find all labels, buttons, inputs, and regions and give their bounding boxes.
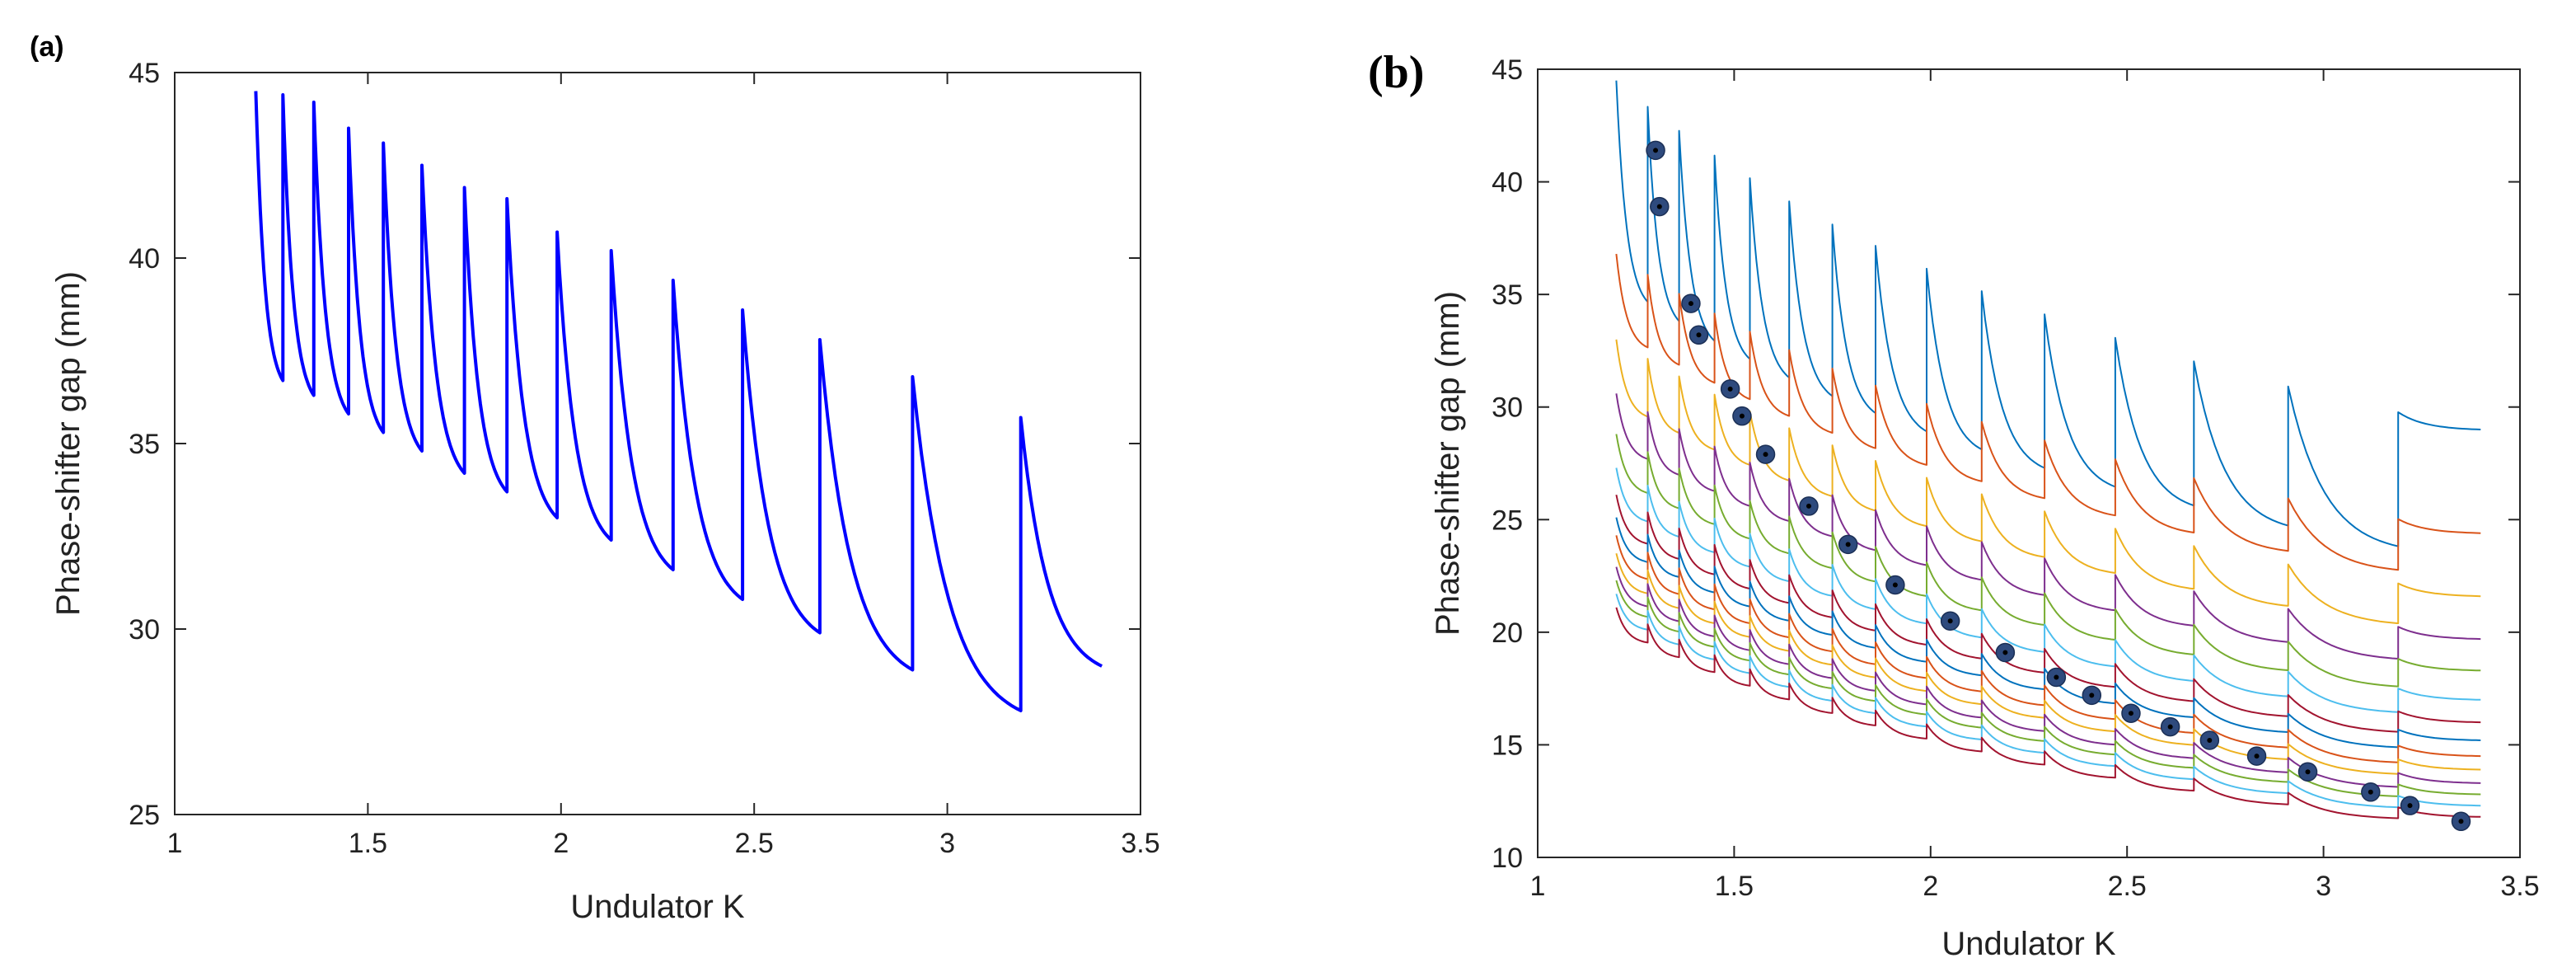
data-point-marker xyxy=(1838,534,1858,555)
x-tick-label: 3 xyxy=(2316,871,2331,902)
marker-center xyxy=(2305,769,2311,775)
panel-b-y-axis-label: Phase-shifter gap (mm) xyxy=(1430,291,1466,636)
data-point-marker xyxy=(2297,762,2318,782)
y-tick-label: 30 xyxy=(129,614,160,646)
series-line-family-4 xyxy=(1615,393,2481,660)
data-point-marker xyxy=(2082,685,2102,706)
panel-a-x-axis-label: Undulator K xyxy=(570,889,745,925)
marker-center xyxy=(2407,803,2413,809)
series-line-family-14 xyxy=(1615,607,2481,819)
series-line-family-6 xyxy=(1615,467,2481,713)
y-tick-label: 45 xyxy=(129,58,160,89)
y-tick-label: 10 xyxy=(1492,843,1523,874)
marker-center xyxy=(2254,754,2260,759)
marker-center xyxy=(2458,819,2464,824)
marker-center xyxy=(1688,301,1693,307)
marker-center xyxy=(1806,503,1811,509)
data-point-marker xyxy=(1885,575,1905,595)
data-point-marker xyxy=(1799,496,1819,516)
data-point-marker xyxy=(1688,325,1709,345)
panel-a-label: (a) xyxy=(30,31,64,63)
marker-center xyxy=(2002,650,2008,655)
x-tick-label: 1.5 xyxy=(1715,871,1754,902)
marker-center xyxy=(2128,711,2133,716)
marker-center xyxy=(2207,737,2213,743)
x-tick-label: 2 xyxy=(553,828,569,859)
x-tick-label: 2.5 xyxy=(735,828,774,859)
data-point-marker xyxy=(2361,782,2381,802)
data-point-marker xyxy=(1732,406,1752,426)
marker-center xyxy=(2368,789,2373,795)
y-tick-label: 15 xyxy=(1492,730,1523,761)
y-tick-label: 40 xyxy=(1492,167,1523,199)
marker-center xyxy=(1656,204,1662,209)
marker-center xyxy=(2167,724,2173,730)
marker-center xyxy=(1696,332,1702,338)
y-tick-label: 25 xyxy=(1492,505,1523,536)
series-line-family-13 xyxy=(1615,594,2481,809)
series-line-family-10 xyxy=(1615,553,2481,775)
x-tick-label: 2 xyxy=(1923,871,1938,902)
data-point-marker xyxy=(1755,444,1776,464)
marker-center xyxy=(1739,413,1745,419)
series-line-family-2 xyxy=(1615,253,2481,571)
panel-b-label: (b) xyxy=(1368,47,1424,98)
panel-a-chart: (a) Undulator K Phase-shifter gap (mm) 1… xyxy=(30,31,1160,925)
data-point-marker xyxy=(2160,716,2180,737)
y-tick-label: 30 xyxy=(1492,392,1523,424)
series-line-family-9 xyxy=(1615,535,2481,763)
data-point-marker xyxy=(2121,703,2141,723)
series-line-family-12 xyxy=(1615,580,2481,797)
panel-b-chart: (b) Undulator K Phase-shifter gap (mm) 1… xyxy=(1368,47,2540,962)
panel-a-y-axis-label: Phase-shifter gap (mm) xyxy=(50,271,87,616)
x-tick-label: 3 xyxy=(939,828,955,859)
y-tick-label: 35 xyxy=(129,429,160,460)
data-point-marker xyxy=(1995,642,2016,663)
marker-center xyxy=(1763,452,1768,458)
data-point-marker xyxy=(1650,196,1670,217)
y-tick-label: 25 xyxy=(129,800,160,831)
x-tick-label: 1 xyxy=(167,828,183,859)
data-point-marker xyxy=(2451,811,2471,832)
series-line-family-7 xyxy=(1615,494,2481,733)
marker-center xyxy=(2054,674,2059,680)
data-point-marker xyxy=(1720,379,1740,399)
data-point-marker xyxy=(2400,796,2420,815)
panel-b-x-axis-label: Undulator K xyxy=(1941,926,2116,962)
x-tick-label: 3.5 xyxy=(1121,828,1159,859)
panel-b-plot-frame xyxy=(1537,68,2521,858)
x-tick-label: 1 xyxy=(1530,871,1546,902)
marker-center xyxy=(2089,693,2095,698)
marker-center xyxy=(1727,386,1733,392)
data-point-marker xyxy=(1646,140,1665,161)
series-line-phase-shifter-gap xyxy=(254,91,1103,712)
y-tick-label: 45 xyxy=(1492,54,1523,86)
y-tick-label: 40 xyxy=(129,243,160,275)
data-point-marker xyxy=(2199,730,2220,750)
y-tick-label: 20 xyxy=(1492,617,1523,649)
series-line-family-8 xyxy=(1615,517,2481,749)
x-tick-label: 2.5 xyxy=(2108,871,2147,902)
marker-center xyxy=(1947,618,1953,624)
marker-center xyxy=(1653,148,1659,153)
y-tick-label: 35 xyxy=(1492,279,1523,311)
marker-center xyxy=(1892,582,1898,588)
data-point-marker xyxy=(1940,611,1960,631)
marker-center xyxy=(1845,542,1851,547)
x-tick-label: 1.5 xyxy=(349,828,387,859)
series-line-family-3 xyxy=(1615,339,2481,625)
x-tick-label: 3.5 xyxy=(2500,871,2539,902)
data-point-marker xyxy=(2046,667,2067,688)
data-point-marker xyxy=(2246,746,2267,766)
data-point-marker xyxy=(1681,293,1701,313)
series-line-family-11 xyxy=(1615,566,2481,788)
